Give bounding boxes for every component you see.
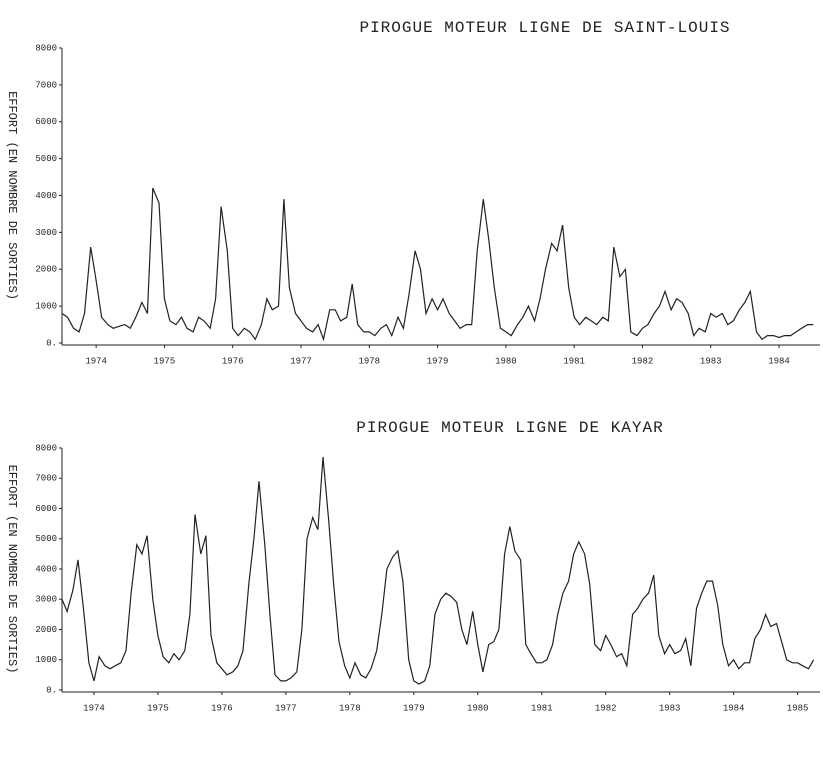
- y-tick-label: 3000: [35, 595, 57, 605]
- y-tick-label: 8000: [35, 43, 57, 53]
- x-tick-label: 1976: [222, 356, 244, 366]
- x-tick-label: 1976: [211, 703, 233, 713]
- y-tick-label: 2000: [35, 265, 57, 275]
- x-tick-label: 1979: [403, 703, 425, 713]
- x-tick-label: 1977: [290, 356, 312, 366]
- x-tick-label: 1980: [467, 703, 489, 713]
- y-tick-label: 7000: [35, 474, 57, 484]
- x-tick-label: 1977: [275, 703, 297, 713]
- x-tick-label: 1985: [787, 703, 809, 713]
- x-tick-label: 1978: [339, 703, 361, 713]
- y-tick-label: 6000: [35, 117, 57, 127]
- x-tick-label: 1984: [723, 703, 745, 713]
- x-tick-label: 1979: [427, 356, 449, 366]
- y-tick-label: 4000: [35, 191, 57, 201]
- x-tick-label: 1978: [358, 356, 380, 366]
- y-tick-label: 5000: [35, 154, 57, 164]
- data-line: [61, 187, 814, 342]
- chart-title: PIROGUE MOTEUR LIGNE DE SAINT-LOUIS: [359, 19, 730, 37]
- x-tick-label: 1981: [531, 703, 553, 713]
- x-tick-label: 1975: [147, 703, 169, 713]
- y-tick-label: 3000: [35, 228, 57, 238]
- y-axis-label: EFFORT (EN NOMBRE DE SORTIES): [5, 465, 19, 674]
- y-tick-label: 5000: [35, 534, 57, 544]
- y-tick-label: 2000: [35, 625, 57, 635]
- y-tick-label: 0.: [46, 685, 57, 695]
- x-tick-label: 1983: [659, 703, 681, 713]
- x-tick-label: 1974: [85, 356, 107, 366]
- y-tick-label: 1000: [35, 302, 57, 312]
- y-tick-label: 8000: [35, 443, 57, 453]
- x-tick-label: 1981: [563, 356, 585, 366]
- chart-title: PIROGUE MOTEUR LIGNE DE KAYAR: [356, 419, 663, 437]
- y-tick-label: 7000: [35, 80, 57, 90]
- x-tick-label: 1982: [595, 703, 617, 713]
- y-tick-label: 0.: [46, 338, 57, 348]
- x-tick-label: 1975: [154, 356, 176, 366]
- y-tick-label: 4000: [35, 564, 57, 574]
- y-tick-label: 1000: [35, 655, 57, 665]
- y-tick-label: 6000: [35, 504, 57, 514]
- x-tick-label: 1980: [495, 356, 517, 366]
- data-line: [61, 457, 815, 685]
- x-tick-label: 1984: [768, 356, 790, 366]
- x-tick-label: 1982: [632, 356, 654, 366]
- y-axis-label: EFFORT (EN NOMBRE DE SORTIES): [5, 91, 19, 300]
- x-tick-label: 1974: [83, 703, 105, 713]
- x-tick-label: 1983: [700, 356, 722, 366]
